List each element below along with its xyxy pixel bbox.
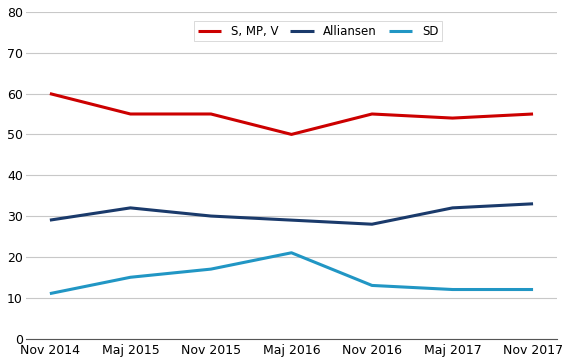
S, MP, V <box>288 132 295 136</box>
Alliansen <box>46 218 53 222</box>
Alliansen <box>369 222 375 226</box>
Line: S, MP, V: S, MP, V <box>50 94 533 134</box>
S, MP, V <box>530 112 537 116</box>
S, MP, V <box>127 112 134 116</box>
S, MP, V <box>369 112 375 116</box>
SD <box>449 287 456 292</box>
SD <box>288 250 295 255</box>
Legend: S, MP, V, Alliansen, SD: S, MP, V, Alliansen, SD <box>194 21 442 41</box>
SD <box>127 275 134 280</box>
S, MP, V <box>46 91 53 96</box>
S, MP, V <box>207 112 214 116</box>
SD <box>207 267 214 271</box>
SD <box>530 287 537 292</box>
SD <box>369 283 375 288</box>
Line: SD: SD <box>50 253 533 294</box>
Alliansen <box>449 206 456 210</box>
Alliansen <box>207 214 214 218</box>
S, MP, V <box>449 116 456 120</box>
SD <box>46 292 53 296</box>
Alliansen <box>127 206 134 210</box>
Line: Alliansen: Alliansen <box>50 204 533 224</box>
Alliansen <box>288 218 295 222</box>
Alliansen <box>530 202 537 206</box>
